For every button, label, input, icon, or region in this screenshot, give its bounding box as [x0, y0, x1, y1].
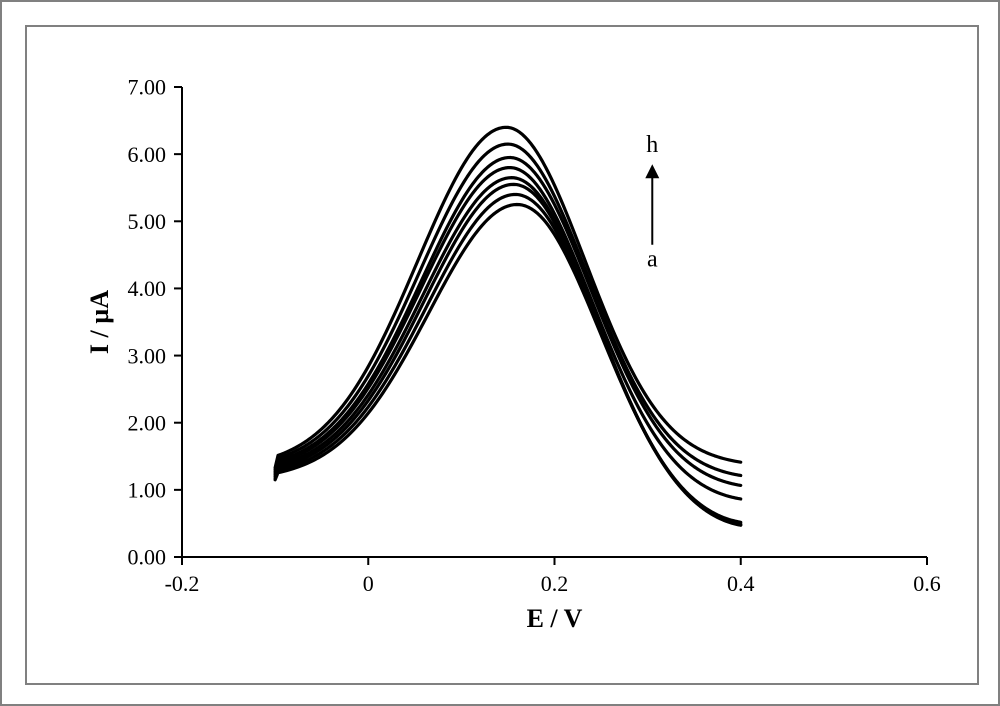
- y-tick-label: 6.00: [128, 142, 167, 167]
- annotation-bottom-label: a: [647, 246, 658, 272]
- y-tick-label: 1.00: [128, 478, 167, 503]
- curve-e: [275, 168, 741, 499]
- y-tick-label: 7.00: [128, 75, 167, 100]
- y-tick-label: 0.00: [128, 545, 167, 570]
- y-axis-label: I / µA: [85, 290, 114, 354]
- annotation-top-label: h: [646, 132, 658, 158]
- y-tick-label: 3.00: [128, 343, 167, 368]
- x-tick-label: -0.2: [165, 571, 200, 596]
- data-curves: [275, 127, 741, 525]
- y-tick-label: 4.00: [128, 276, 167, 301]
- voltammogram-chart: -0.2 0 0.2 0.4 0.6 0.00 1.00 2.00 3.00 4.00 5.00 6.…: [27, 27, 977, 683]
- curve-d: [275, 178, 741, 523]
- inner-frame: -0.2 0 0.2 0.4 0.6 0.00 1.00 2.00 3.00 4.00 5.00 6.…: [25, 25, 979, 685]
- x-tick-label: 0: [363, 571, 374, 596]
- y-tick-label: 5.00: [128, 209, 167, 234]
- arrowhead-icon: [645, 164, 659, 178]
- x-tick-label: 0.6: [913, 571, 941, 596]
- y-tick-label: 2.00: [128, 410, 167, 435]
- tick-labels: -0.2 0 0.2 0.4 0.6 0.00 1.00 2.00 3.00 4.00 5.00 6.…: [128, 75, 941, 596]
- x-axis-label: E / V: [527, 604, 583, 633]
- x-tick-label: 0.2: [541, 571, 569, 596]
- series-direction-annotation: h a: [645, 132, 659, 272]
- outer-frame: -0.2 0 0.2 0.4 0.6 0.00 1.00 2.00 3.00 4.00 5.00 6.…: [0, 0, 1000, 706]
- x-tick-label: 0.4: [727, 571, 755, 596]
- axes: [174, 87, 927, 565]
